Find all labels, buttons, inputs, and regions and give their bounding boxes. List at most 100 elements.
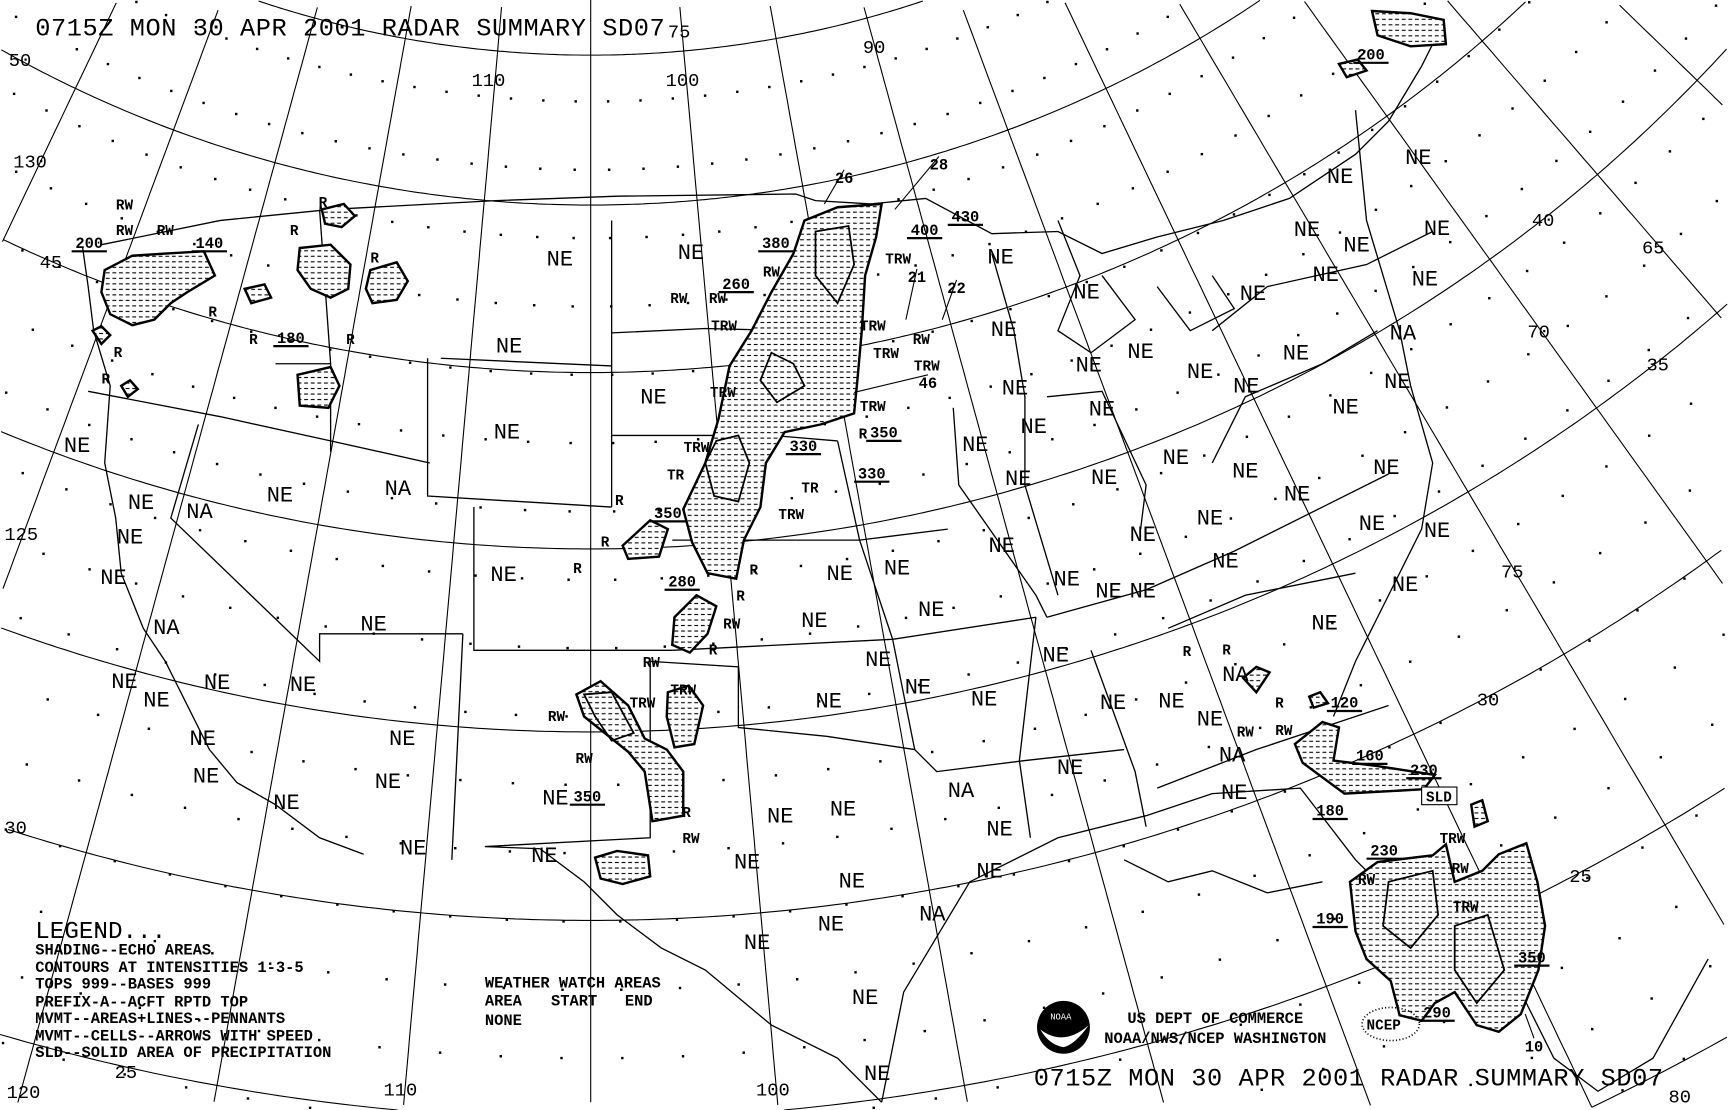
grid-dot — [520, 577, 524, 580]
grid-dot — [263, 683, 266, 687]
boundary-line — [88, 390, 430, 464]
grid-dot — [12, 92, 16, 96]
precip-type-label: RW — [723, 617, 741, 633]
grid-dot — [268, 962, 272, 965]
area-code-label: NE — [1424, 519, 1450, 544]
grid-dot — [1093, 568, 1096, 571]
precip-type-label: RW — [116, 198, 134, 214]
grid-dot — [1299, 94, 1303, 97]
precip-type-label: R — [290, 224, 299, 240]
grid-dot — [1122, 844, 1125, 848]
echo-area — [593, 849, 652, 886]
precip-type-label: RW — [913, 333, 931, 349]
echo-top-label: 280 — [668, 573, 696, 591]
grid-dot — [138, 76, 141, 80]
grid-dot — [345, 835, 348, 839]
echo-top-label: 180 — [1316, 803, 1344, 821]
boundary-line — [1211, 230, 1433, 332]
grid-dot — [202, 101, 205, 105]
grid-dot — [1160, 976, 1163, 979]
precip-type-label: RW — [1358, 873, 1376, 889]
grid-dot — [517, 645, 521, 648]
grid-dot — [463, 230, 466, 233]
boundary-line — [1018, 617, 1037, 838]
boundary-line — [836, 440, 894, 640]
grid-dot — [932, 188, 935, 191]
boundary-line — [1332, 110, 1434, 717]
grid-dot — [514, 713, 518, 717]
grid-dot — [1457, 635, 1461, 638]
grid-dot — [109, 503, 112, 506]
grid-dot — [248, 188, 252, 191]
latitude-label: 50 — [9, 50, 31, 72]
area-code-label: NE — [1054, 567, 1080, 592]
area-code-label: NE — [987, 245, 1013, 270]
echo-top-label: 290 — [1423, 1004, 1451, 1022]
grid-dot — [542, 99, 545, 102]
grid-dot — [289, 549, 293, 553]
grid-dot — [1258, 726, 1262, 730]
echo-area — [296, 243, 352, 299]
meridian-line — [1447, 0, 1722, 319]
grid-dot — [1230, 810, 1233, 813]
grid-dot — [1363, 50, 1366, 53]
grid-dot — [420, 638, 424, 641]
grid-dot — [257, 1029, 261, 1033]
grid-dot — [1197, 893, 1201, 896]
grid-dot — [390, 496, 394, 500]
area-code-label: NE — [267, 484, 293, 509]
grid-dot — [363, 700, 366, 703]
grid-dot — [1574, 50, 1578, 54]
grid-dot — [846, 140, 850, 143]
grid-dot — [509, 97, 513, 100]
grid-dot — [736, 90, 739, 94]
grid-dot — [477, 94, 480, 97]
grid-dot — [355, 214, 358, 217]
area-code-label: NE — [1130, 579, 1156, 604]
echo-top-label: 160 — [1356, 748, 1384, 766]
grid-dot — [39, 910, 43, 914]
grid-dot — [232, 396, 236, 400]
grid-dot — [198, 1019, 201, 1022]
precip-type-label: TRW — [860, 400, 886, 416]
area-code-label: NE — [360, 613, 386, 638]
grid-dot — [696, 438, 700, 441]
grid-dot — [494, 301, 497, 305]
grid-dot — [1065, 648, 1068, 651]
grid-dot — [1139, 552, 1142, 555]
grid-dot — [1036, 153, 1039, 156]
meridian-line — [403, 7, 503, 1105]
grid-dot — [327, 971, 330, 974]
area-code-label: NE — [204, 671, 230, 696]
grid-dot — [967, 673, 970, 676]
echo-top-label: 140 — [196, 235, 224, 253]
area-code-label: NE — [1130, 523, 1156, 548]
grid-dot — [803, 1046, 806, 1049]
grid-dot — [1607, 379, 1610, 383]
precip-type-label: TRW — [630, 697, 656, 713]
grid-dot — [474, 574, 477, 577]
echo-area — [621, 518, 670, 561]
state-boundaries — [81, 21, 1709, 1103]
grid-dot — [1227, 293, 1230, 296]
grid-dot — [1001, 166, 1005, 169]
grid-dot — [4, 828, 8, 831]
grid-dot — [827, 767, 830, 771]
grid-dot — [1634, 181, 1637, 185]
echo-top-label: 230 — [1370, 842, 1398, 860]
legend-line: PREFIX-A--ACFT RPTD TOP — [35, 993, 248, 1011]
grid-dot — [1653, 69, 1657, 72]
precip-type-label: TRW — [710, 386, 736, 402]
grid-dot — [1555, 159, 1558, 163]
grid-dot — [712, 642, 715, 645]
grid-dot — [608, 236, 612, 240]
grid-dot — [392, 910, 395, 913]
area-code-label: NE — [989, 534, 1015, 559]
grid-dot — [286, 57, 290, 60]
grid-dot — [1416, 808, 1420, 811]
area-code-label: NA — [1222, 663, 1249, 688]
grid-dot — [193, 242, 196, 246]
grid-dot — [313, 692, 316, 696]
cell-motion-arrow — [853, 374, 929, 393]
grid-dot — [106, 62, 110, 66]
